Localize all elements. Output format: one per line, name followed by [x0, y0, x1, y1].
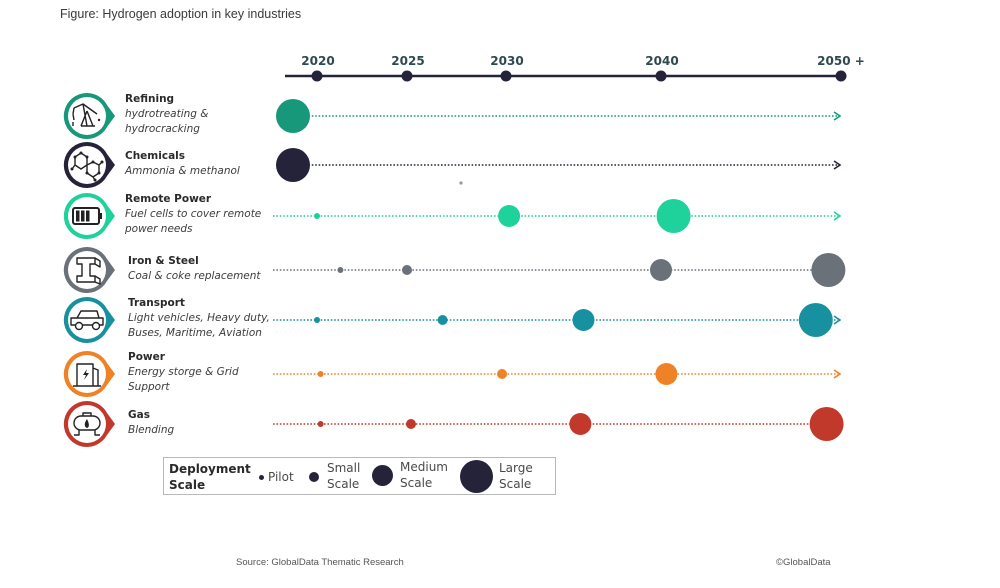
legend-label-small: Small Scale: [327, 461, 361, 491]
arrow-head-icon: [833, 315, 842, 325]
industry-name: Transport: [128, 297, 185, 309]
industry-description: Energy storge & Grid: [128, 366, 239, 378]
timeline-tick-dot: [655, 70, 667, 82]
legend-dot-small: [309, 472, 319, 482]
deployment-marker-small: [497, 369, 508, 379]
deployment-marker-medium: [572, 309, 595, 331]
timeline-tick-dot: [401, 70, 413, 82]
copyright-note: ©GlobalData: [776, 557, 831, 568]
industry-name: Power: [128, 351, 166, 363]
industry-name: Remote Power: [125, 193, 212, 205]
deployment-marker-small: [405, 419, 416, 429]
power-plant-icon-badge: [63, 350, 115, 397]
battery-icon-badge: [63, 192, 115, 239]
deployment-marker-large: [656, 199, 691, 233]
deployment-marker-pilot: [337, 267, 344, 273]
oil-pump-icon-badge: [63, 92, 115, 139]
industry-name: Iron & Steel: [128, 255, 199, 267]
industry-description: power needs: [124, 223, 193, 235]
legend-title: Deployment Scale: [169, 462, 251, 492]
arrow-head-icon: [833, 369, 842, 379]
deployment-scale-legend: Deployment Scale Pilot Small Scale Mediu…: [163, 457, 556, 495]
deployment-marker-pilot: [314, 317, 320, 323]
steel-beam-icon-badge: [63, 246, 115, 293]
battery-icon: [72, 207, 102, 225]
year-label: 2025: [391, 54, 424, 68]
source-note: Source: GlobalData Thematic Research: [236, 557, 404, 568]
arrow-head-icon: [833, 211, 842, 221]
industry-name: Gas: [128, 409, 150, 421]
industry-name: Chemicals: [125, 150, 185, 162]
oil-pump-icon: [72, 103, 101, 127]
industry-name: Refining: [125, 93, 174, 105]
power-plant-icon: [73, 363, 101, 387]
year-label: 2030: [490, 54, 523, 68]
industry-row-chemicals: Chemicals Ammonia & methanol: [124, 148, 842, 182]
deployment-marker-medium: [569, 413, 592, 435]
legend-dot-large: [460, 460, 493, 493]
steel-beam-icon: [76, 257, 101, 285]
industry-row-remote-power: Remote Power Fuel cells to cover remote po…: [124, 193, 842, 235]
year-label: 2020: [301, 54, 334, 68]
industry-icons: [63, 92, 115, 447]
year-label: 2040: [645, 54, 678, 68]
industry-row-refining: Refining hydrotreating & hydrocracking: [125, 93, 842, 135]
deployment-marker-medium: [655, 363, 678, 385]
year-label: 2050 +: [817, 54, 865, 68]
stray-dot: [459, 181, 463, 185]
industry-description: Fuel cells to cover remote: [125, 208, 261, 220]
deployment-marker-pilot: [317, 421, 324, 427]
industry-description: Ammonia & methanol: [124, 165, 240, 177]
gas-tank-icon: [73, 412, 101, 436]
industry-description: Light vehicles, Heavy duty,: [128, 312, 270, 324]
car-icon: [70, 310, 104, 331]
arrow-head-icon: [833, 160, 842, 170]
deployment-marker-large: [811, 253, 846, 287]
industry-description: Coal & coke replacement: [128, 270, 261, 282]
industry-description: Support: [128, 381, 170, 393]
legend-dot-pilot: [259, 475, 264, 480]
industry-description: hydrocracking: [125, 123, 200, 135]
molecule-icon: [70, 151, 104, 182]
timeline-tick-dot: [500, 70, 512, 82]
deployment-marker-large: [276, 148, 310, 182]
deployment-marker-medium: [498, 205, 521, 227]
legend-dot-medium: [372, 465, 393, 486]
deployment-marker-medium: [650, 259, 672, 281]
legend-label-medium: Medium Scale: [400, 460, 448, 490]
arrow-head-icon: [833, 111, 842, 121]
legend-label-pilot: Pilot: [268, 470, 294, 484]
deployment-marker-pilot: [317, 371, 324, 377]
legend-label-large: Large Scale: [499, 461, 533, 491]
industry-row-gas: Gas Blending: [128, 407, 844, 441]
industry-rows: Refining hydrotreating & hydrocracking Chem…: [124, 93, 846, 441]
deployment-marker-large: [276, 99, 310, 133]
car-icon-badge: [63, 296, 115, 343]
gas-tank-icon-badge: [63, 400, 115, 447]
industry-description: Blending: [128, 424, 174, 436]
deployment-marker-pilot: [314, 213, 320, 219]
deployment-marker-large: [809, 407, 844, 441]
molecule-icon-badge: [63, 141, 115, 188]
deployment-marker-small: [402, 265, 412, 275]
timeline-axis: 2020 2025 2030 2040 2050 +: [285, 54, 865, 82]
figure-title: Figure: Hydrogen adoption in key industr…: [60, 7, 302, 21]
industry-row-transport: Transport Light vehicles, Heavy duty, Buse…: [128, 297, 842, 339]
timeline-tick-dot: [311, 70, 323, 82]
deployment-marker-large: [798, 303, 833, 337]
industry-description: hydrotreating &: [125, 108, 208, 120]
industry-row-power: Power Energy storge & Grid Support: [128, 351, 842, 393]
badge-inner: [68, 301, 106, 339]
deployment-marker-small: [437, 315, 448, 325]
timeline-tick-dot: [835, 70, 847, 82]
industry-description: Buses, Maritime, Aviation: [128, 327, 262, 339]
industry-row-iron-steel: Iron & Steel Coal & coke replacement: [128, 253, 846, 287]
